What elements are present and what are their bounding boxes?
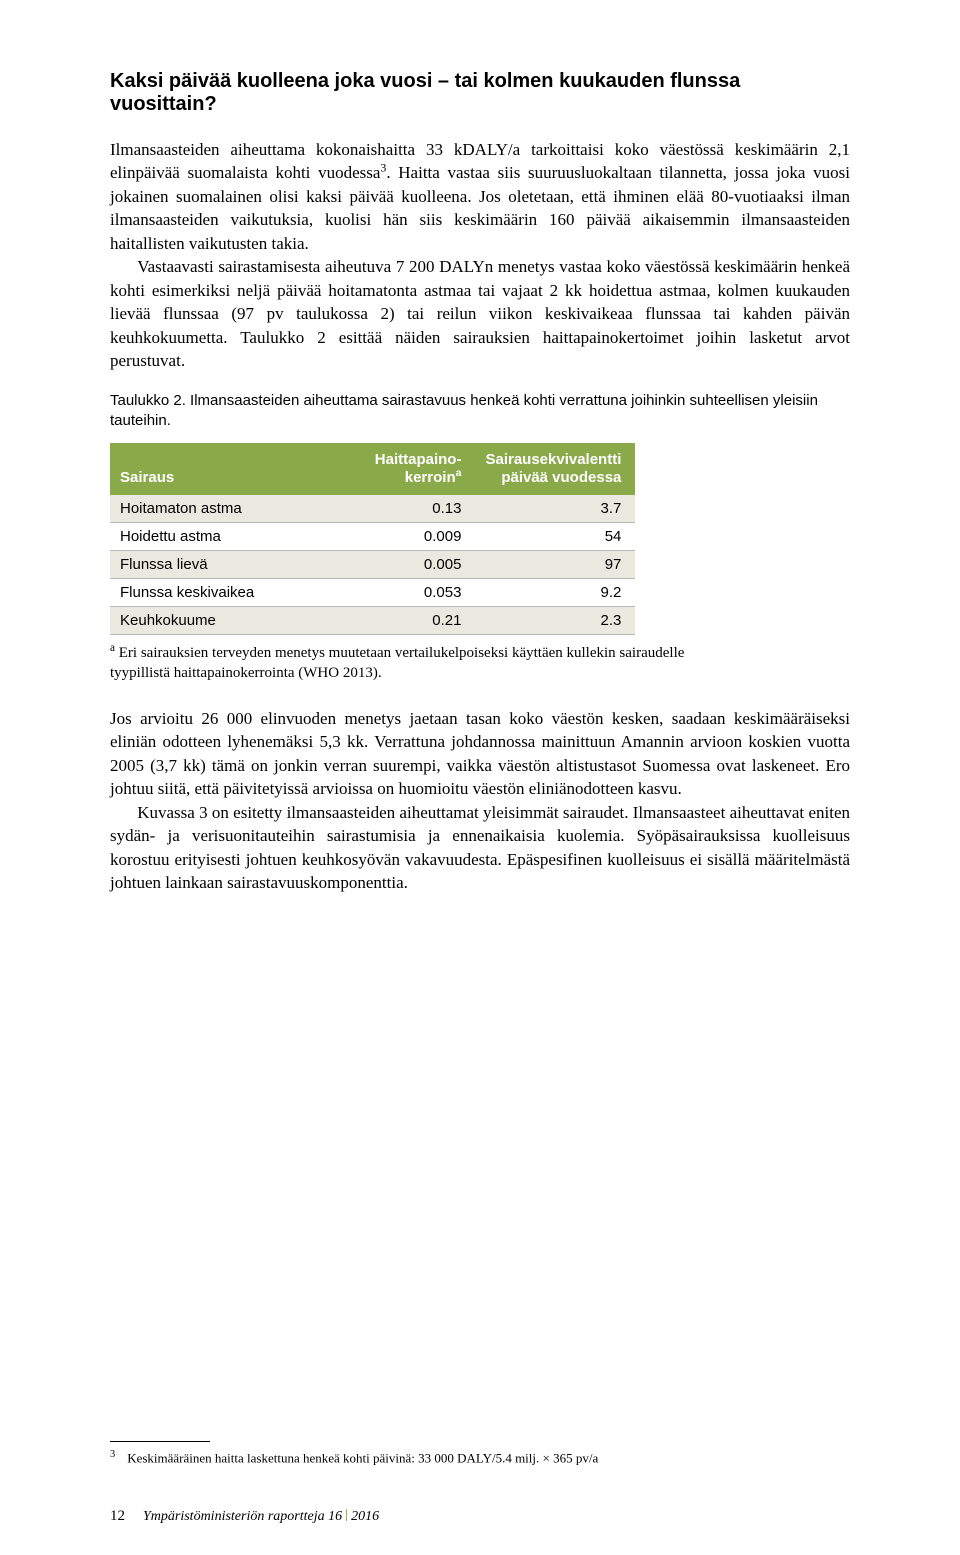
table-footnote: a Eri sairauksien terveyden menetys muut… <box>110 641 687 683</box>
para3-text: Jos arvioitu 26 000 elinvuoden menetys j… <box>110 707 850 801</box>
footnote-text: Keskimääräinen haitta laskettuna henkeä … <box>127 1451 598 1466</box>
th-sairausekvivalentti: Sairausekvivalenttipäivää vuodessa <box>475 443 635 495</box>
table-cell: Flunssa lievä <box>110 551 337 579</box>
table-row: Keuhkokuume0.212.3 <box>110 607 635 635</box>
table-row: Flunssa lievä0.00597 <box>110 551 635 579</box>
table-cell: 0.21 <box>337 607 475 635</box>
footnote-3: 3 Keskimääräinen haitta laskettuna henkeä… <box>110 1448 850 1468</box>
para2-text: Vastaavasti sairastamisesta aiheutuva 7 … <box>110 255 850 372</box>
table-row: Hoidettu astma0.00954 <box>110 523 635 551</box>
table-cell: 54 <box>475 523 635 551</box>
table-cell: 97 <box>475 551 635 579</box>
th-haittapainokerroin: Haittapaino-kerroina <box>337 443 475 495</box>
table-row: Flunssa keskivaikea0.0539.2 <box>110 579 635 607</box>
para4-text: Kuvassa 3 on esitetty ilmansaasteiden ai… <box>110 801 850 895</box>
table-cell: Hoitamaton astma <box>110 495 337 523</box>
table-footnote-text: Eri sairauksien terveyden menetys muutet… <box>110 645 684 681</box>
table-cell: Hoidettu astma <box>110 523 337 551</box>
table-body: Hoitamaton astma0.133.7Hoidettu astma0.0… <box>110 495 635 635</box>
table-cell: 3.7 <box>475 495 635 523</box>
vertical-spacer <box>110 913 850 1442</box>
table-header-row: Sairaus Haittapaino-kerroina Sairausekvi… <box>110 443 635 495</box>
table-cell: 2.3 <box>475 607 635 635</box>
table-cell: 0.009 <box>337 523 475 551</box>
table-2: Sairaus Haittapaino-kerroina Sairausekvi… <box>110 443 635 635</box>
table-cell: 9.2 <box>475 579 635 607</box>
page-footer: 12 Ympäristöministeriön raportteja 16 201… <box>110 1508 850 1525</box>
paragraph-1: Ilmansaasteiden aiheuttama kokonaishaitt… <box>110 138 850 373</box>
publication-year: 2016 <box>351 1509 379 1524</box>
footnote-number: 3 <box>110 1449 115 1460</box>
publication-name: Ympäristöministeriön raportteja 16 <box>143 1509 342 1524</box>
table-cell: Flunssa keskivaikea <box>110 579 337 607</box>
footnote-rule <box>110 1441 210 1442</box>
table-cell: 0.13 <box>337 495 475 523</box>
table-row: Hoitamaton astma0.133.7 <box>110 495 635 523</box>
table-cell: 0.053 <box>337 579 475 607</box>
page-number: 12 <box>110 1508 125 1525</box>
th-sairaus: Sairaus <box>110 443 337 495</box>
publication-line: Ympäristöministeriön raportteja 16 2016 <box>143 1509 379 1525</box>
table-cell: Keuhkokuume <box>110 607 337 635</box>
section-title: Kaksi päivää kuolleena joka vuosi – tai … <box>110 70 850 116</box>
pipe-icon <box>346 1509 347 1521</box>
paragraph-3-4: Jos arvioitu 26 000 elinvuoden menetys j… <box>110 707 850 895</box>
table-cell: 0.005 <box>337 551 475 579</box>
table-caption: Taulukko 2. Ilmansaasteiden aiheuttama s… <box>110 391 850 432</box>
